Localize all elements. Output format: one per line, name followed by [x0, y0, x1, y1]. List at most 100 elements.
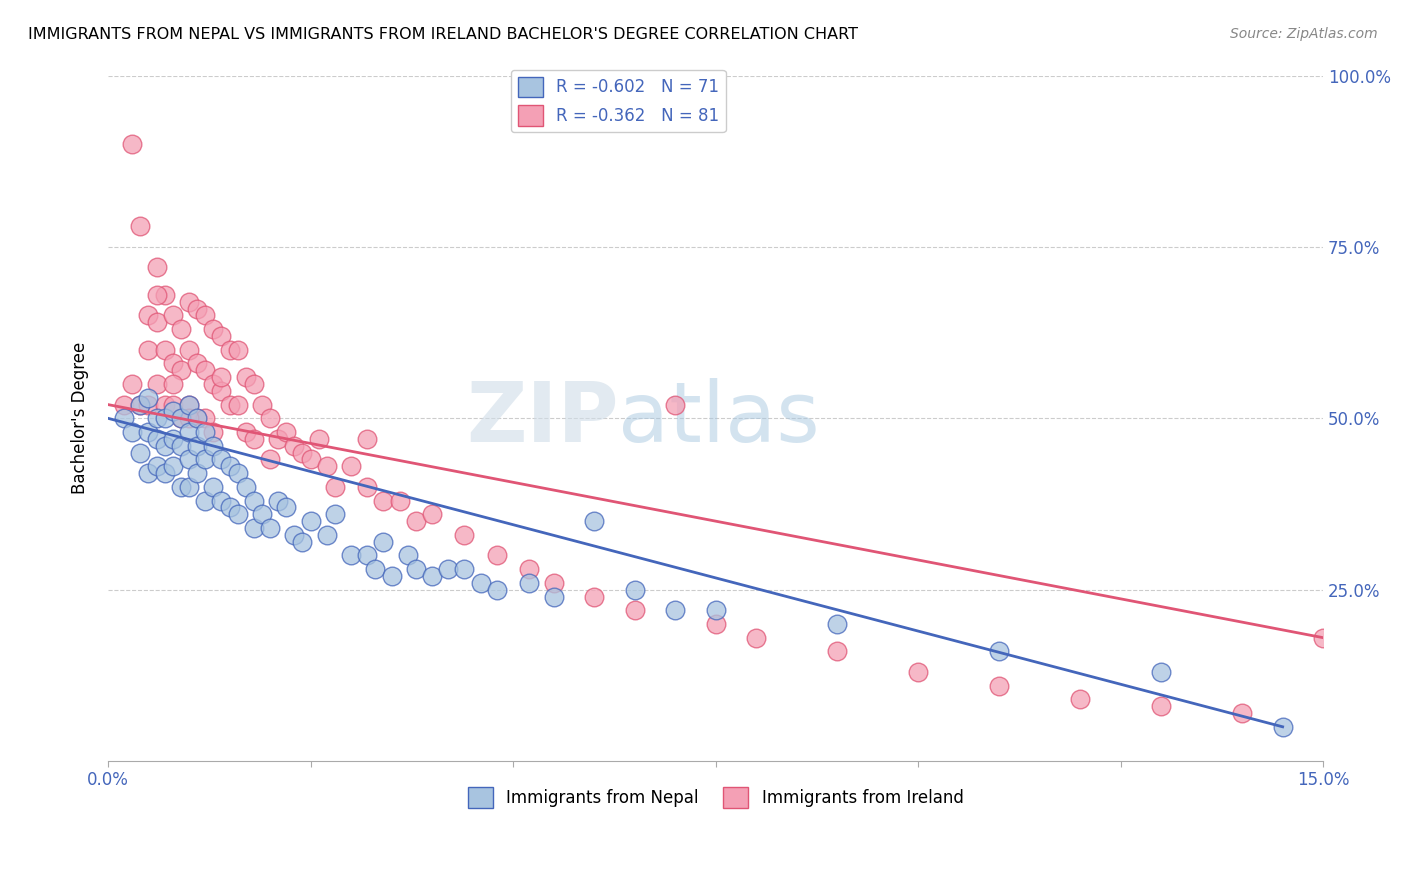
Point: [162, 356, 184, 370]
Point: [396, 549, 419, 563]
Point: [543, 590, 565, 604]
Point: [243, 493, 266, 508]
Point: [485, 549, 508, 563]
Point: [988, 644, 1011, 658]
Point: [825, 617, 848, 632]
Point: [437, 562, 460, 576]
Point: [186, 466, 208, 480]
Point: [170, 480, 193, 494]
Point: [235, 425, 257, 439]
Point: [1150, 699, 1173, 714]
Point: [405, 562, 427, 576]
Point: [243, 432, 266, 446]
Point: [291, 534, 314, 549]
Point: [194, 363, 217, 377]
Point: [276, 425, 298, 439]
Point: [226, 508, 249, 522]
Text: atlas: atlas: [619, 378, 820, 458]
Point: [138, 343, 160, 357]
Point: [218, 343, 240, 357]
Text: IMMIGRANTS FROM NEPAL VS IMMIGRANTS FROM IRELAND BACHELOR'S DEGREE CORRELATION C: IMMIGRANTS FROM NEPAL VS IMMIGRANTS FROM…: [28, 27, 858, 42]
Point: [162, 432, 184, 446]
Point: [1150, 665, 1173, 679]
Point: [170, 322, 193, 336]
Point: [291, 445, 314, 459]
Point: [170, 411, 193, 425]
Point: [153, 343, 176, 357]
Point: [420, 508, 443, 522]
Point: [323, 508, 346, 522]
Point: [186, 439, 208, 453]
Point: [405, 514, 427, 528]
Point: [129, 445, 152, 459]
Point: [543, 575, 565, 590]
Point: [485, 582, 508, 597]
Y-axis label: Bachelor's Degree: Bachelor's Degree: [72, 343, 89, 494]
Point: [453, 528, 475, 542]
Point: [259, 452, 281, 467]
Point: [138, 425, 160, 439]
Point: [112, 398, 135, 412]
Point: [209, 370, 232, 384]
Point: [209, 493, 232, 508]
Point: [315, 528, 337, 542]
Point: [153, 466, 176, 480]
Point: [218, 398, 240, 412]
Point: [283, 439, 305, 453]
Point: [162, 404, 184, 418]
Point: [226, 398, 249, 412]
Point: [177, 480, 200, 494]
Point: [129, 219, 152, 234]
Text: ZIP: ZIP: [465, 378, 619, 458]
Point: [299, 514, 322, 528]
Point: [664, 398, 686, 412]
Point: [177, 411, 200, 425]
Point: [202, 480, 225, 494]
Point: [138, 466, 160, 480]
Point: [704, 617, 727, 632]
Point: [356, 549, 378, 563]
Point: [583, 590, 606, 604]
Point: [170, 363, 193, 377]
Point: [121, 137, 143, 152]
Point: [138, 391, 160, 405]
Point: [129, 398, 152, 412]
Point: [194, 309, 217, 323]
Point: [153, 439, 176, 453]
Point: [315, 459, 337, 474]
Point: [243, 377, 266, 392]
Point: [121, 377, 143, 392]
Point: [177, 398, 200, 412]
Point: [259, 521, 281, 535]
Point: [202, 425, 225, 439]
Point: [420, 569, 443, 583]
Point: [145, 459, 167, 474]
Point: [194, 452, 217, 467]
Point: [583, 514, 606, 528]
Point: [340, 549, 363, 563]
Point: [623, 582, 645, 597]
Point: [470, 575, 492, 590]
Point: [177, 452, 200, 467]
Point: [340, 459, 363, 474]
Point: [138, 309, 160, 323]
Point: [145, 432, 167, 446]
Point: [145, 411, 167, 425]
Point: [1312, 631, 1334, 645]
Point: [356, 432, 378, 446]
Point: [323, 480, 346, 494]
Point: [250, 508, 273, 522]
Point: [162, 309, 184, 323]
Point: [202, 439, 225, 453]
Point: [259, 411, 281, 425]
Point: [153, 411, 176, 425]
Point: [138, 398, 160, 412]
Point: [153, 398, 176, 412]
Point: [226, 466, 249, 480]
Point: [235, 480, 257, 494]
Point: [194, 425, 217, 439]
Point: [177, 425, 200, 439]
Point: [186, 356, 208, 370]
Point: [186, 411, 208, 425]
Point: [145, 260, 167, 275]
